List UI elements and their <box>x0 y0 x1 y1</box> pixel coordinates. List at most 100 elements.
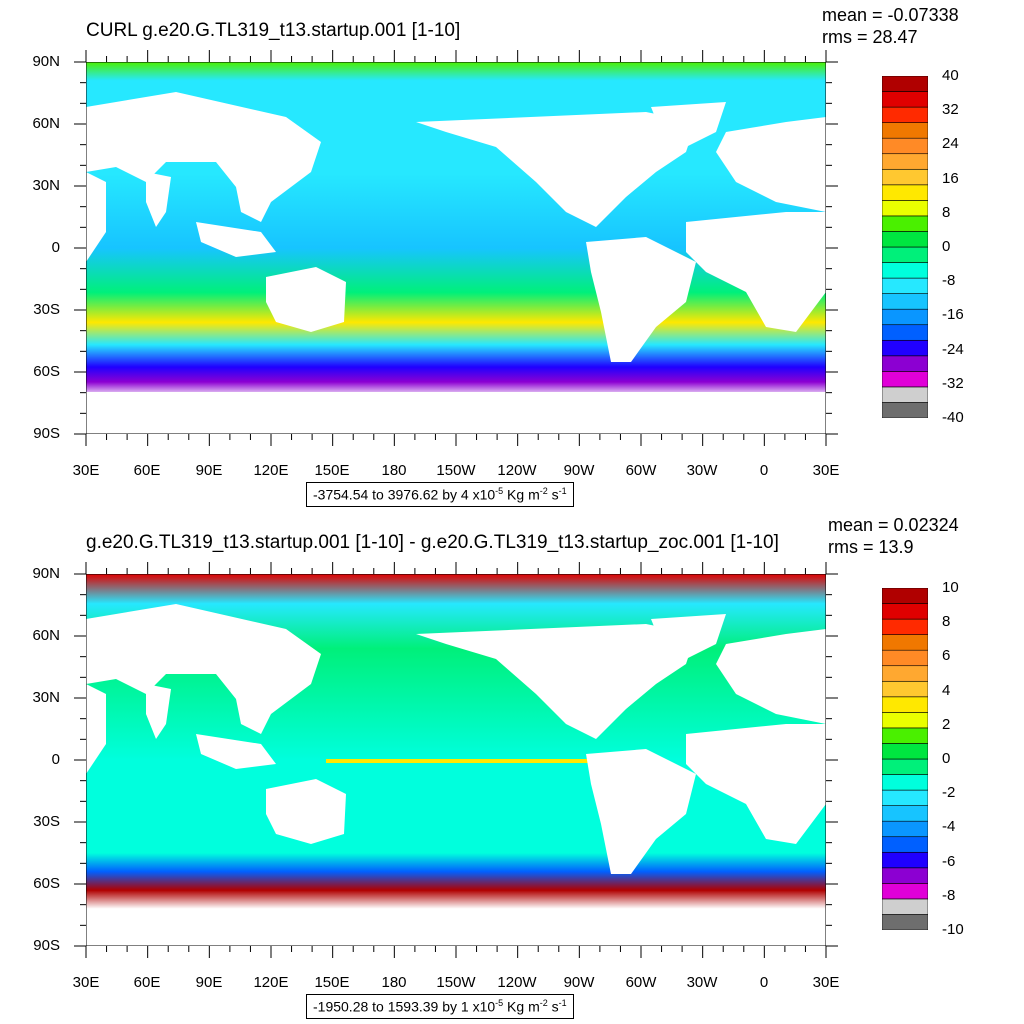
axis-ticks <box>74 50 838 446</box>
land-africa-west <box>86 172 106 262</box>
mean-value: mean = 0.02324 <box>828 515 959 535</box>
colorbar-swatch <box>882 743 928 760</box>
colorbar-swatch <box>882 805 928 822</box>
map-panel-difference: g.e20.G.TL319_t13.startup.001 [1-10] - g… <box>0 512 1024 1024</box>
lon-label: 60W <box>625 462 657 479</box>
colorbar-tick-label: -6 <box>942 852 956 870</box>
land-maritime <box>196 222 276 257</box>
contour-range-box: -1950.28 to 1593.39 by 1 x10-5 Kg m-2 s-… <box>306 994 574 1019</box>
colorbar-tick-label: 6 <box>942 647 951 665</box>
lon-label: 150W <box>436 462 476 479</box>
colorbar-swatch <box>882 883 928 900</box>
colorbar-tick-label: 10 <box>942 579 959 596</box>
land-north-america <box>416 624 696 739</box>
colorbar-swatch <box>882 262 928 279</box>
colorbar-swatch <box>882 168 928 186</box>
lat-label-30n: 30N <box>32 177 60 194</box>
lon-label: 120E <box>253 462 289 479</box>
colorbar-tick-label: 8 <box>942 203 951 221</box>
lon-label: 90W <box>563 462 595 479</box>
colorbar-swatch <box>882 355 928 372</box>
colorbar-tick-label: 8 <box>942 613 951 631</box>
land-north-america <box>416 112 696 227</box>
lat-label-60s: 60S <box>33 363 60 380</box>
lat-label-90s: 90S <box>33 937 60 954</box>
colorbar-tick-label: -10 <box>942 921 964 938</box>
land-masses <box>86 92 826 434</box>
lon-label: 150E <box>314 462 350 479</box>
colorbar-swatch <box>882 898 928 915</box>
colorbar-swatch <box>882 339 928 357</box>
lon-label: 0 <box>759 974 769 991</box>
land-eurasia <box>86 604 321 734</box>
colorbar-swatch <box>882 867 928 884</box>
land-australia <box>266 267 346 332</box>
lon-label: 90W <box>563 974 595 991</box>
land-antarctica <box>86 392 826 434</box>
colorbar-swatch <box>882 153 928 170</box>
range-text: -1950.28 to 1593.39 by 1 x10 <box>313 998 496 1015</box>
lat-label-90n: 90N <box>32 53 60 70</box>
lon-label: 150E <box>314 974 350 991</box>
equatorial-band <box>326 759 596 763</box>
colorbar-tick-label: -2 <box>942 784 956 802</box>
colorbar-swatch <box>882 774 928 791</box>
colorbar-swatch <box>882 200 928 217</box>
panel-title: CURL g.e20.G.TL319_t13.startup.001 [1-10… <box>86 20 461 41</box>
colorbar-swatch <box>882 386 928 403</box>
lon-label: 60E <box>133 974 161 991</box>
colorbar-tick-label: -8 <box>942 886 956 904</box>
units-exponent: -1 <box>558 998 567 1008</box>
lon-label: 120W <box>497 974 537 991</box>
colorbar-tick-label: 0 <box>942 750 951 767</box>
lat-label-0: 0 <box>51 751 60 768</box>
lat-label-60n: 60N <box>32 627 60 644</box>
colorbar-swatch <box>882 727 928 744</box>
colorbar-swatch <box>882 402 928 418</box>
colorbar-tick-label: 16 <box>942 169 959 187</box>
colorbar-swatch <box>882 789 928 806</box>
colorbar-swatch <box>882 758 928 775</box>
contour-range-box: -3754.54 to 3976.62 by 4 x10-5 Kg m-2 s-… <box>306 482 574 507</box>
colorbar-swatch <box>882 371 928 388</box>
range-exponent: -5 <box>495 998 504 1008</box>
colorbar-tick-label: 40 <box>942 67 959 84</box>
land-maritime <box>196 734 276 769</box>
colorbar <box>882 588 928 930</box>
lon-label: 30W <box>686 974 718 991</box>
colorbar-swatch <box>882 184 928 201</box>
colorbar-swatch <box>882 836 928 853</box>
land-africa-west <box>86 684 106 774</box>
land-india <box>146 684 171 739</box>
lon-label: 180 <box>381 462 407 479</box>
land-europe <box>716 629 826 724</box>
lat-label-60s: 60S <box>33 875 60 892</box>
lon-label: 0 <box>759 462 769 479</box>
units-text: Kg m <box>503 486 540 503</box>
lat-label-90s: 90S <box>33 425 60 442</box>
lon-label: 150W <box>436 974 476 991</box>
colorbar-swatch <box>882 851 928 869</box>
colorbar-swatch <box>882 588 928 604</box>
land-antarctica <box>86 909 826 946</box>
colorbar-swatch <box>882 712 928 729</box>
land-australia <box>266 779 346 844</box>
colorbar-swatch <box>882 914 928 930</box>
lat-label-60n: 60N <box>32 115 60 132</box>
range-exponent: -5 <box>495 486 504 496</box>
colorbar-swatch <box>882 324 928 341</box>
lon-label: 180 <box>381 974 407 991</box>
units-text: Kg m <box>503 998 540 1015</box>
lon-label: 30E <box>812 462 840 479</box>
colorbar-tick-label: 4 <box>942 681 951 699</box>
lon-label: 90E <box>195 462 223 479</box>
colorbar-swatch <box>882 76 928 92</box>
land-eurasia <box>86 92 321 222</box>
colorbar-swatch <box>882 246 928 263</box>
colorbar-tick-label: 24 <box>942 135 959 153</box>
rms-value: rms = 28.47 <box>822 27 918 47</box>
lon-label: 30E <box>72 974 100 991</box>
lat-label-30s: 30S <box>33 301 60 318</box>
units-exponent: -1 <box>558 486 567 496</box>
colorbar-swatch <box>882 649 928 667</box>
